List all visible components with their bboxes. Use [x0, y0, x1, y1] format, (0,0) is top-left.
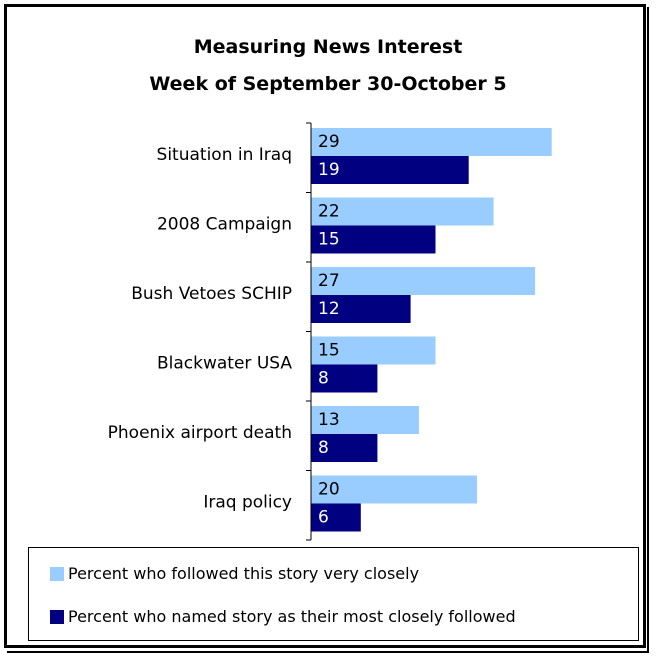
legend-swatch-very-closely [50, 566, 64, 581]
category-label-2008-campaign: 2008 Campaign [157, 215, 292, 235]
data-label-most-closely-situation-in-iraq: 19 [318, 160, 340, 180]
bar-very-closely-iraq-policy [311, 475, 477, 504]
category-label-iraq-policy: Iraq policy [203, 493, 292, 513]
data-label-very-closely-blackwater-usa: 15 [318, 341, 340, 361]
data-label-most-closely-blackwater-usa: 8 [318, 369, 329, 389]
bar-very-closely-bush-vetoes-schip [311, 267, 536, 295]
data-label-very-closely-iraq-policy: 20 [318, 480, 340, 500]
legend: Percent who followed this story very clo… [28, 547, 639, 641]
chart-title: Measuring News Interest [193, 36, 463, 58]
legend-swatch-most-closely [50, 609, 64, 624]
data-label-most-closely-2008-campaign: 15 [318, 230, 340, 250]
legend-item-most-closely: Percent who named story as their most cl… [50, 607, 516, 626]
category-label-bush-vetoes-schip: Bush Vetoes SCHIP [131, 284, 292, 304]
legend-item-very-closely: Percent who followed this story very clo… [50, 564, 419, 583]
bar-most-closely-bush-vetoes-schip [311, 295, 411, 323]
data-label-very-closely-situation-in-iraq: 29 [318, 132, 340, 152]
bar-chart: Situation in Iraq 29 19 2008 Campaign 22 15 Bu… [108, 122, 552, 541]
data-label-very-closely-2008-campaign: 22 [318, 202, 340, 222]
bar-most-closely-2008-campaign [311, 225, 436, 254]
bar-most-closely-iraq-policy [311, 503, 361, 532]
data-label-very-closely-phoenix-airport-death: 13 [318, 410, 340, 430]
bar-very-closely-phoenix-airport-death [311, 406, 419, 434]
chart-frame-shadow [7, 7, 649, 653]
bar-very-closely-situation-in-iraq [311, 128, 552, 156]
legend-label-very-closely: Percent who followed this story very clo… [68, 564, 420, 583]
bar-most-closely-blackwater-usa [311, 364, 378, 393]
bar-most-closely-situation-in-iraq [311, 156, 469, 184]
chart-subtitle: Week of September 30-October 5 [149, 73, 507, 95]
bar-very-closely-blackwater-usa [311, 336, 436, 365]
bar-most-closely-phoenix-airport-death [311, 434, 378, 462]
data-label-very-closely-bush-vetoes-schip: 27 [318, 271, 340, 291]
data-label-most-closely-iraq-policy: 6 [318, 508, 329, 528]
legend-label-most-closely: Percent who named story as their most cl… [68, 607, 516, 626]
data-label-most-closely-phoenix-airport-death: 8 [318, 438, 329, 458]
category-label-blackwater-usa: Blackwater USA [157, 354, 292, 374]
category-label-phoenix-airport-death: Phoenix airport death [108, 423, 292, 443]
data-label-most-closely-bush-vetoes-schip: 12 [318, 299, 340, 319]
chart-frame [4, 4, 646, 648]
category-label-situation-in-iraq: Situation in Iraq [157, 145, 292, 165]
bar-very-closely-2008-campaign [311, 197, 494, 226]
